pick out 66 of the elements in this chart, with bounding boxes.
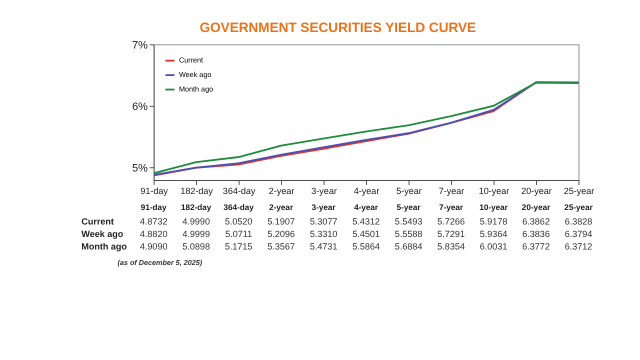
data-label: 5.7266 bbox=[437, 216, 465, 226]
data-label: 5.0898 bbox=[182, 242, 210, 252]
chart-title: GOVERNMENT SECURITIES YIELD CURVE bbox=[200, 20, 476, 36]
data-label: 5.5588 bbox=[394, 228, 422, 239]
data-label: 5.9178 bbox=[480, 216, 508, 226]
x-tick-label: 20-year bbox=[521, 186, 552, 196]
legend-label: Current bbox=[178, 55, 204, 64]
category-label: 7-year bbox=[439, 202, 464, 212]
category-label: 10-year bbox=[479, 202, 508, 212]
data-label: 5.0520 bbox=[224, 216, 252, 226]
data-label: 6.0031 bbox=[480, 242, 508, 252]
data-label: 6.3712 bbox=[564, 242, 592, 252]
x-tick-label: 10-year bbox=[478, 186, 510, 196]
data-label: 4.9999 bbox=[182, 228, 210, 239]
x-tick-label: 91-day bbox=[140, 186, 168, 196]
data-label: 5.4312 bbox=[352, 216, 380, 226]
legend-label: Month ago bbox=[178, 84, 214, 94]
data-label: 4.8820 bbox=[140, 228, 168, 239]
category-label: 5-year bbox=[396, 202, 421, 212]
data-label: 5.8354 bbox=[437, 242, 465, 252]
text: Current bbox=[81, 216, 114, 226]
x-tick-label: 3-year bbox=[311, 186, 337, 196]
data-label: 5.3567 bbox=[267, 242, 295, 252]
text: Month ago bbox=[81, 242, 127, 252]
data-label: 5.9364 bbox=[480, 228, 508, 239]
y-tick-label: 5% bbox=[132, 162, 148, 175]
text: (as of December 5, 2025) bbox=[118, 258, 203, 267]
x-tick-label: 182-day bbox=[180, 186, 214, 196]
category-label: 2-year bbox=[269, 202, 294, 212]
legend-label: Week ago bbox=[178, 70, 212, 79]
data-label: 4.9990 bbox=[182, 216, 210, 226]
data-label: 5.3077 bbox=[310, 216, 338, 226]
category-label: 364-day bbox=[224, 202, 254, 212]
data-label: 4.9090 bbox=[140, 242, 168, 252]
data-label: 4.8732 bbox=[140, 216, 168, 226]
data-label: 5.1715 bbox=[224, 242, 252, 252]
data-label: 6.3862 bbox=[522, 216, 550, 226]
category-label: 25-year bbox=[564, 202, 593, 212]
data-label: 5.2096 bbox=[267, 228, 295, 239]
x-tick-label: 25-year bbox=[564, 186, 594, 196]
y-tick-label: 7% bbox=[132, 39, 148, 52]
x-tick-label: 364-day bbox=[222, 186, 256, 196]
data-label: 5.5493 bbox=[394, 216, 422, 226]
category-label: 4-year bbox=[354, 202, 378, 212]
text: Week ago bbox=[81, 228, 124, 239]
data-label: 5.0711 bbox=[225, 228, 252, 239]
y-tick-label: 6% bbox=[132, 101, 148, 114]
category-label: 3-year bbox=[312, 202, 336, 212]
data-label: 5.3310 bbox=[310, 228, 338, 239]
data-label: 5.6884 bbox=[394, 242, 422, 252]
category-label: 20-year bbox=[522, 202, 550, 212]
data-label: 6.3794 bbox=[564, 228, 592, 239]
x-tick-label: 4-year bbox=[354, 186, 380, 196]
data-label: 6.3772 bbox=[522, 242, 550, 252]
x-tick-label: 2-year bbox=[268, 186, 294, 196]
data-label: 5.7291 bbox=[437, 228, 465, 239]
category-label: 91-day bbox=[140, 202, 167, 212]
x-tick-label: 7-year bbox=[438, 186, 464, 196]
x-tick-label: 5-year bbox=[396, 186, 422, 196]
data-label: 6.3828 bbox=[564, 216, 592, 226]
data-label: 5.5864 bbox=[352, 242, 380, 252]
data-label: 5.4731 bbox=[310, 242, 338, 252]
data-label: 6.3836 bbox=[522, 228, 550, 239]
category-label: 182-day bbox=[181, 202, 212, 212]
data-label: 5.1907 bbox=[267, 216, 295, 226]
data-label: 5.4501 bbox=[352, 228, 380, 239]
